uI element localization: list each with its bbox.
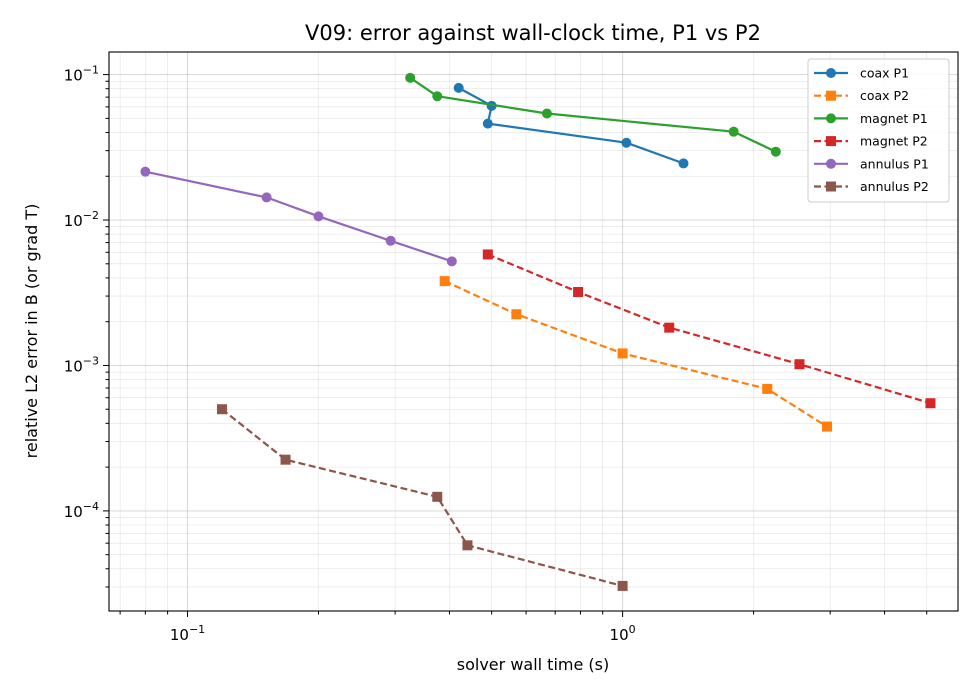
series-line bbox=[444, 280, 828, 428]
series-coax-p1 bbox=[453, 82, 689, 169]
data-point bbox=[313, 211, 324, 222]
data-point bbox=[453, 82, 464, 93]
legend-marker bbox=[826, 90, 836, 101]
legend-box bbox=[807, 58, 950, 203]
plot-frame bbox=[108, 51, 959, 612]
data-point bbox=[573, 286, 584, 297]
series-coax-p2 bbox=[439, 276, 833, 432]
series-line bbox=[221, 408, 623, 587]
legend: coax P1 coax P2 magnet P1 magnet P2 annulus … bbox=[807, 58, 950, 203]
y-tick-label: 10−2 bbox=[64, 209, 99, 230]
tick-label-base: 10 bbox=[64, 67, 83, 85]
data-point bbox=[280, 454, 291, 465]
data-point bbox=[728, 126, 739, 137]
tick-label-base: 10 bbox=[64, 212, 83, 230]
legend-marker bbox=[826, 68, 836, 78]
tick-label-base: 10 bbox=[170, 626, 189, 644]
data-point bbox=[432, 491, 443, 502]
data-point bbox=[925, 398, 936, 409]
tick-label-exponent: 0 bbox=[629, 623, 636, 636]
legend-marker bbox=[826, 136, 836, 147]
legend-label: magnet P2 bbox=[860, 134, 928, 149]
legend-item: annulus P1 bbox=[814, 156, 929, 171]
tick-label-exponent: −4 bbox=[83, 500, 99, 513]
data-point bbox=[482, 249, 493, 260]
legend-item: annulus P2 bbox=[814, 179, 929, 194]
legend-marker bbox=[826, 158, 836, 169]
x-axis-label: solver wall time (s) bbox=[457, 655, 609, 674]
data-point bbox=[261, 192, 272, 203]
legend-label: annulus P2 bbox=[860, 179, 929, 194]
data-point bbox=[446, 256, 457, 267]
legend-label: coax P1 bbox=[860, 66, 909, 81]
data-point bbox=[140, 166, 151, 177]
data-point bbox=[762, 383, 773, 394]
data-point bbox=[617, 348, 628, 359]
x-tick-label: 10−1 bbox=[170, 623, 205, 644]
data-point bbox=[664, 322, 675, 333]
data-point bbox=[385, 235, 396, 246]
tick-label-exponent: −2 bbox=[83, 209, 99, 222]
data-point bbox=[678, 158, 689, 169]
series-annulus-p2 bbox=[216, 404, 628, 591]
data-point bbox=[822, 421, 833, 432]
data-point bbox=[216, 404, 227, 415]
y-axis-label: relative L2 error in B (or grad T) bbox=[22, 204, 41, 459]
tick-label-exponent: −1 bbox=[83, 64, 99, 77]
y-tick-label: 10−4 bbox=[64, 500, 99, 521]
data-point bbox=[482, 118, 493, 129]
series-magnet-p1 bbox=[405, 72, 781, 157]
data-point bbox=[432, 91, 443, 102]
data-point bbox=[462, 540, 473, 551]
legend-marker bbox=[826, 181, 836, 192]
y-tick-label: 10−1 bbox=[64, 64, 99, 85]
data-point bbox=[405, 72, 416, 83]
legend-label: magnet P1 bbox=[860, 111, 928, 126]
legend-label: coax P2 bbox=[860, 88, 909, 103]
chart-title: V09: error against wall-clock time, P1 v… bbox=[305, 21, 761, 45]
legend-item: coax P1 bbox=[814, 66, 909, 81]
legend-item: magnet P1 bbox=[814, 111, 928, 126]
tick-label-base: 10 bbox=[64, 503, 83, 521]
data-point bbox=[794, 359, 805, 370]
series-line bbox=[458, 86, 684, 165]
series-line bbox=[145, 170, 453, 263]
data-point bbox=[511, 309, 522, 320]
y-tick-label: 10−3 bbox=[64, 354, 99, 375]
tick-label-exponent: −1 bbox=[189, 623, 205, 636]
tick-label-exponent: −3 bbox=[83, 354, 99, 367]
data-point bbox=[439, 276, 450, 287]
series-layer bbox=[140, 72, 936, 591]
data-point bbox=[617, 580, 628, 591]
legend-label: annulus P1 bbox=[860, 156, 929, 171]
tick-label-base: 10 bbox=[64, 357, 83, 375]
legend-marker bbox=[826, 113, 836, 124]
x-tick-label: 100 bbox=[610, 623, 636, 644]
legend-item: magnet P2 bbox=[814, 134, 928, 149]
data-point bbox=[621, 137, 632, 148]
series-magnet-p2 bbox=[482, 249, 936, 409]
data-point bbox=[770, 146, 781, 157]
series-annulus-p1 bbox=[140, 166, 457, 267]
tick-label-base: 10 bbox=[610, 626, 629, 644]
data-point bbox=[541, 108, 552, 119]
legend-item: coax P2 bbox=[814, 88, 909, 103]
